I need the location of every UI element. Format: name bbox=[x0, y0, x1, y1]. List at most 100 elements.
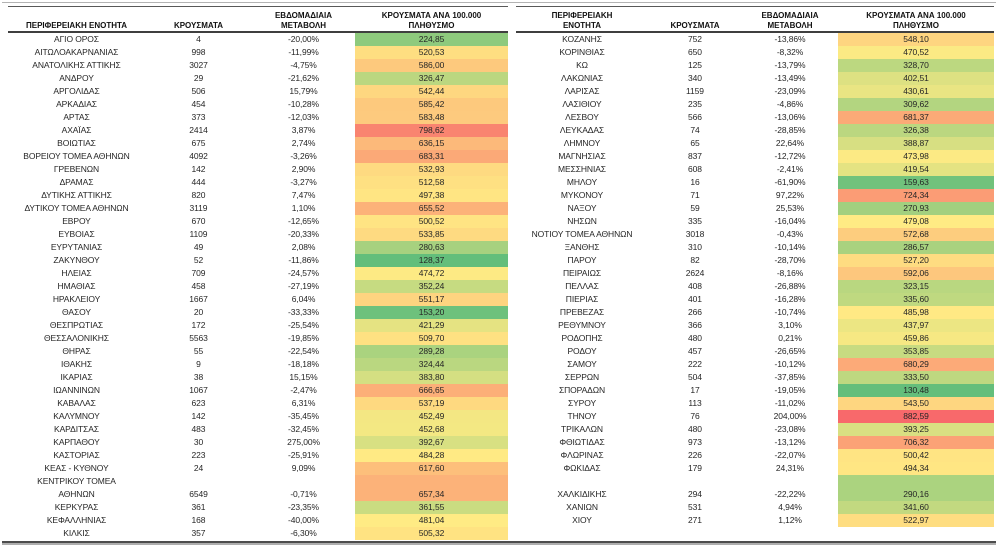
table-row: ΡΟΔΟΠΗΣ 480 0,21% 459,86 bbox=[516, 332, 994, 345]
cases-cell: 457 bbox=[688, 346, 702, 356]
region-cell: ΝΑΞΟΥ bbox=[567, 203, 597, 213]
rate-cell: 309,62 bbox=[838, 98, 994, 111]
table-row: ΠΙΕΡΙΑΣ 401 -16,28% 335,60 bbox=[516, 293, 994, 306]
region-cell: ΦΘΙΩΤΙΔΑΣ bbox=[559, 437, 605, 447]
change-cell: -23,09% bbox=[774, 86, 806, 96]
change-cell: -22,54% bbox=[288, 346, 319, 356]
cases-cell: 222 bbox=[688, 359, 702, 369]
region-cell: ΚΕΝΤΡΙΚΟΥ ΤΟΜΕΑ bbox=[37, 476, 116, 486]
rate-cell: 532,93 bbox=[355, 163, 508, 176]
rate-cell: 636,15 bbox=[355, 137, 508, 150]
cases-cell: 223 bbox=[191, 450, 206, 460]
table-row: ΑΡΤΑΣ 373 -12,03% 583,48 bbox=[8, 111, 508, 124]
cases-cell: 566 bbox=[688, 112, 702, 122]
change-cell: -24,57% bbox=[288, 268, 319, 278]
cases-cell: 458 bbox=[191, 281, 206, 291]
region-cell: ΘΕΣΣΑΛΟΝΙΚΗΣ bbox=[44, 333, 109, 343]
change-cell: -0,43% bbox=[776, 229, 804, 239]
region-cell: ΜΥΚΟΝΟΥ bbox=[560, 190, 604, 200]
rate-cell: 270,93 bbox=[838, 202, 994, 215]
rate-cell: 683,31 bbox=[355, 150, 508, 163]
rate-cell: 159,63 bbox=[838, 176, 994, 189]
region-cell: ΚΑΛΥΜΝΟΥ bbox=[53, 411, 100, 421]
change-cell: -26,65% bbox=[774, 346, 806, 356]
table-row: ΛΑΡΙΣΑΣ 1159 -23,09% 430,61 bbox=[516, 85, 994, 98]
region-cell: ΝΗΣΩΝ bbox=[567, 216, 597, 226]
table-row: ΦΩΚΙΔΑΣ 179 24,31% 494,34 bbox=[516, 462, 994, 475]
rate-cell: 706,32 bbox=[838, 436, 994, 449]
table-row: ΘΕΣΠΡΩΤΙΑΣ 172 -25,54% 421,29 bbox=[8, 319, 508, 332]
region-cell: ΘΑΣΟΥ bbox=[62, 307, 91, 317]
change-cell: -10,14% bbox=[774, 242, 806, 252]
cases-cell: 480 bbox=[688, 424, 702, 434]
table-row: ΠΕΙΡΑΙΩΣ 2624 -8,16% 592,06 bbox=[516, 267, 994, 280]
cases-cell: 38 bbox=[193, 372, 204, 382]
rate-cell: 392,67 bbox=[355, 436, 508, 449]
table-row: ΞΑΝΘΗΣ 310 -10,14% 286,57 bbox=[516, 241, 994, 254]
table-row: ΓΡΕΒΕΝΩΝ 142 2,90% 532,93 bbox=[8, 163, 508, 176]
cases-cell: 504 bbox=[688, 372, 702, 382]
rate-cell: 586,00 bbox=[355, 59, 508, 72]
rate-cell: 459,86 bbox=[838, 332, 994, 345]
rate-cell: 470,52 bbox=[838, 46, 994, 59]
cases-cell: 20 bbox=[193, 307, 204, 317]
table-row: ΜΥΚΟΝΟΥ 71 97,22% 724,34 bbox=[516, 189, 994, 202]
change-cell: -8,16% bbox=[776, 268, 804, 278]
cases-cell: 4092 bbox=[189, 151, 208, 161]
change-cell: -11,86% bbox=[288, 255, 319, 265]
table-row: ΠΕΛΛΑΣ 408 -26,88% 323,15 bbox=[516, 280, 994, 293]
rate-cell: 452,68 bbox=[355, 423, 508, 436]
region-cell: ΛΑΣΙΘΙΟΥ bbox=[562, 99, 602, 109]
rate-cell: 484,28 bbox=[355, 449, 508, 462]
rate-cell: 592,06 bbox=[838, 267, 994, 280]
rate-cell: 583,48 bbox=[355, 111, 508, 124]
cases-cell: 49 bbox=[193, 242, 204, 252]
region-cell bbox=[516, 475, 648, 488]
region-cell: ΒΟΙΩΤΙΑΣ bbox=[57, 138, 96, 148]
table-row: ΚΟΖΑΝΗΣ 752 -13,86% 548,10 bbox=[516, 33, 994, 46]
table-row: ΕΒΡΟΥ 670 -12,65% 500,52 bbox=[8, 215, 508, 228]
region-cell: ΡΟΔΟΠΗΣ bbox=[561, 333, 603, 343]
table-row: ΝΗΣΩΝ 335 -16,04% 479,08 bbox=[516, 215, 994, 228]
cases-cell: 366 bbox=[688, 320, 702, 330]
table-row: ΚΩ 125 -13,79% 328,70 bbox=[516, 59, 994, 72]
cases-cell: 9 bbox=[196, 359, 201, 369]
top-rule bbox=[2, 2, 996, 3]
region-cell: ΚΑΡΠΑΘΟΥ bbox=[53, 437, 100, 447]
cases-cell: 2414 bbox=[189, 125, 208, 135]
cases-cell: 1159 bbox=[686, 86, 704, 96]
change-cell: -6,30% bbox=[290, 528, 317, 538]
rate-cell: 323,15 bbox=[838, 280, 994, 293]
cases-cell: 142 bbox=[191, 411, 206, 421]
rate-cell: 474,72 bbox=[355, 267, 508, 280]
change-cell: -4,86% bbox=[776, 99, 804, 109]
region-cell: ΧΑΝΙΩΝ bbox=[566, 502, 598, 512]
region-cell: ΙΘΑΚΗΣ bbox=[61, 359, 92, 369]
table-row: ΘΕΣΣΑΛΟΝΙΚΗΣ 5563 -19,85% 509,70 bbox=[8, 332, 508, 345]
rate-cell: 430,61 bbox=[838, 85, 994, 98]
change-cell: -0,71% bbox=[290, 489, 317, 499]
region-cell: ΑΙΤΩΛΟΑΚΑΡΝΑΝΙΑΣ bbox=[34, 47, 119, 57]
table-row: ΚΑΡΠΑΘΟΥ 30 275,00% 392,67 bbox=[8, 436, 508, 449]
header-weekly-change: ΕΒΔΟΜΑΔΙΑΙΑ ΜΕΤΑΒΟΛΗ bbox=[274, 11, 333, 30]
region-cell: ΡΟΔΟΥ bbox=[567, 346, 597, 356]
cases-cell: 3027 bbox=[189, 60, 208, 70]
table-row: ΑΡΚΑΔΙΑΣ 454 -10,28% 585,42 bbox=[8, 98, 508, 111]
region-cell: ΕΥΒΟΙΑΣ bbox=[58, 229, 95, 239]
right-table-header: ΠΕΡΙΦΕΡΕΙΑΚΗ ΕΝΟΤΗΤΑ ΚΡΟΥΣΜΑΤΑ ΕΒΔΟΜΑΔΙΑ… bbox=[516, 6, 994, 33]
region-cell: ΦΛΩΡΙΝΑΣ bbox=[560, 450, 604, 460]
rate-cell: 479,08 bbox=[838, 215, 994, 228]
rate-cell: 497,38 bbox=[355, 189, 508, 202]
cases-cell: 1067 bbox=[189, 385, 208, 395]
region-cell: ΕΒΡΟΥ bbox=[62, 216, 91, 226]
table-row bbox=[516, 527, 994, 540]
region-cell: ΛΑΡΙΣΑΣ bbox=[564, 86, 600, 96]
cases-cell: 401 bbox=[688, 294, 702, 304]
table-row: ΙΩΑΝΝΙΝΩΝ 1067 -2,47% 666,65 bbox=[8, 384, 508, 397]
change-cell: -22,22% bbox=[774, 489, 806, 499]
change-cell: 7,47% bbox=[291, 190, 316, 200]
region-cell: ΑΓΙΟ ΟΡΟΣ bbox=[54, 34, 99, 44]
table-row: ΗΛΕΙΑΣ 709 -24,57% 474,72 bbox=[8, 267, 508, 280]
rate-cell: 437,97 bbox=[838, 319, 994, 332]
change-cell: 25,53% bbox=[775, 203, 805, 213]
